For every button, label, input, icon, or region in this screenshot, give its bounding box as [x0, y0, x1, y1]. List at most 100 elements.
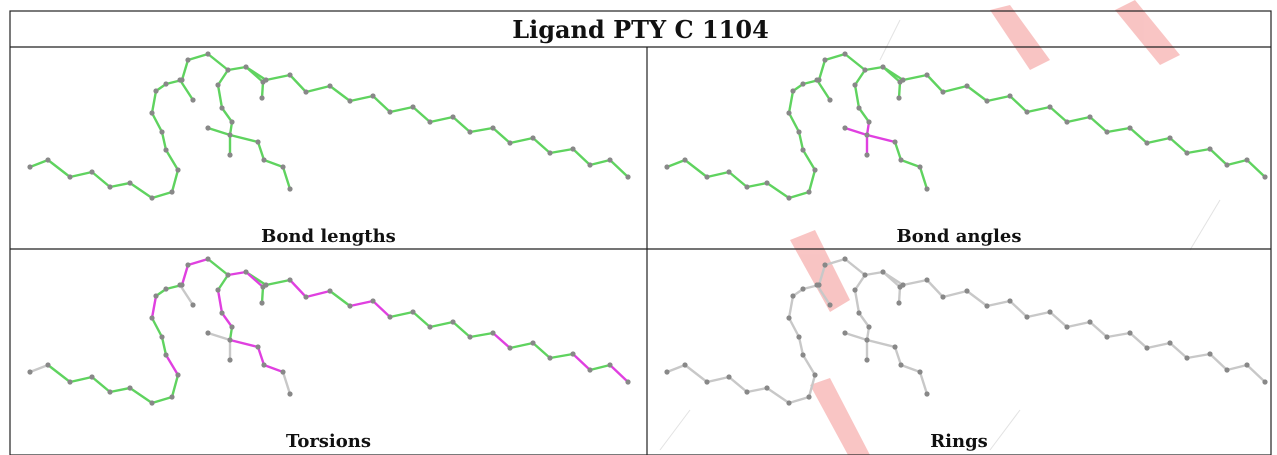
panel-bond-lengths [27, 51, 631, 201]
caption-bond-lengths: Bond lengths [261, 225, 396, 247]
panel-torsions [27, 256, 631, 406]
bond [1145, 341, 1172, 350]
bond [765, 181, 791, 200]
atom [227, 357, 233, 363]
bond [108, 181, 132, 189]
atom [205, 256, 211, 262]
bond [164, 148, 180, 172]
caption-rings: Rings [930, 430, 988, 452]
bond [705, 375, 731, 384]
bond [260, 285, 265, 305]
panel-rings [664, 256, 1268, 406]
atom [163, 286, 169, 292]
bond [281, 370, 292, 396]
bond [244, 270, 265, 289]
atom [45, 362, 51, 368]
atom [744, 184, 750, 190]
atom [190, 302, 196, 308]
atom [786, 195, 792, 201]
bond [918, 165, 929, 191]
bond [150, 89, 158, 115]
atom [1064, 324, 1070, 330]
bond [901, 73, 929, 82]
atom [227, 152, 233, 158]
bond [1025, 105, 1052, 114]
bond [1105, 126, 1132, 134]
bond [857, 106, 871, 124]
ligand-title: Ligand PTY C 1104 [512, 14, 769, 44]
bond [348, 299, 375, 308]
bond [150, 395, 174, 405]
bond [1225, 363, 1249, 372]
bond [178, 78, 195, 102]
bond [244, 65, 265, 84]
atom [287, 277, 293, 283]
bond [727, 170, 749, 189]
bond [843, 331, 869, 342]
bond [220, 106, 234, 124]
atom [410, 104, 416, 110]
bond [1185, 352, 1212, 360]
atom [1167, 340, 1173, 346]
atom [163, 352, 169, 358]
bond [206, 52, 230, 72]
atom [806, 394, 812, 400]
atom [153, 88, 159, 94]
atom [159, 129, 165, 135]
bond [787, 395, 811, 405]
bond [28, 158, 50, 169]
atom [786, 315, 792, 321]
atom [864, 337, 870, 343]
atom [27, 164, 33, 170]
bond [705, 170, 731, 179]
bond [823, 257, 847, 267]
bond [228, 133, 260, 144]
bond [160, 130, 168, 152]
atom [570, 146, 576, 152]
atom [800, 352, 806, 358]
bond [548, 352, 575, 360]
atom [169, 189, 175, 195]
bond [468, 331, 495, 339]
bond [468, 126, 495, 134]
bond [411, 105, 432, 124]
atom [177, 77, 183, 83]
bond [807, 168, 817, 194]
bond [186, 257, 210, 267]
bond [128, 386, 154, 405]
atom [261, 362, 267, 368]
bond [178, 283, 195, 307]
bond [745, 181, 769, 189]
bond [1065, 115, 1092, 124]
bond [371, 299, 392, 319]
atom [814, 77, 820, 83]
atom [127, 385, 133, 391]
bond [68, 170, 94, 179]
bond [1025, 310, 1052, 319]
atom [800, 147, 806, 153]
atom [107, 389, 113, 395]
atom [842, 125, 848, 131]
bond [411, 310, 432, 329]
atom [547, 150, 553, 156]
bond [281, 165, 292, 191]
bond [797, 335, 805, 357]
atom [827, 97, 833, 103]
atom [1184, 355, 1190, 361]
bond [881, 270, 902, 289]
bond [665, 363, 687, 374]
bond [206, 126, 232, 137]
atom [796, 334, 802, 340]
bond [46, 158, 72, 179]
bond [1208, 352, 1229, 372]
atom [924, 186, 930, 192]
bond [90, 170, 112, 189]
atom [280, 369, 286, 375]
bond [865, 338, 897, 349]
bond [765, 386, 791, 405]
atom [225, 272, 231, 278]
bond [170, 168, 180, 194]
atom [764, 385, 770, 391]
atom [1024, 314, 1030, 320]
bond [817, 58, 827, 82]
